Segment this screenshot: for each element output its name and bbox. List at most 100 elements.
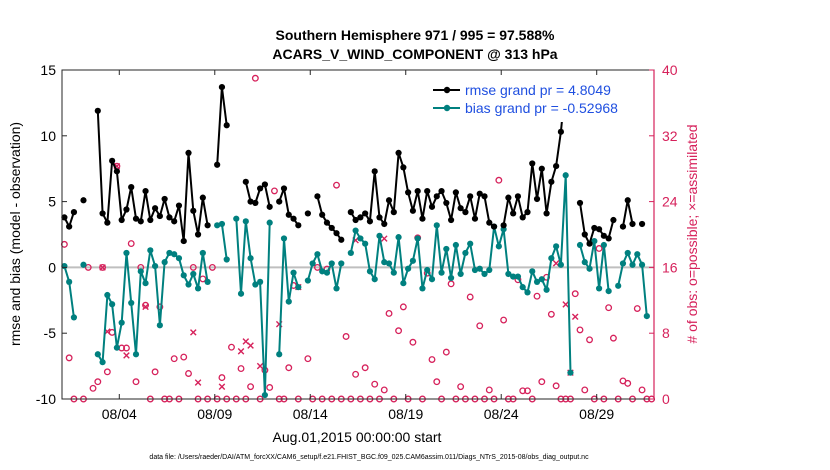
bias-point — [171, 251, 178, 258]
rmse-point — [261, 181, 269, 188]
obs-possible-marker — [304, 355, 312, 363]
rmse-point — [161, 195, 168, 203]
obs-possible-marker — [218, 374, 226, 382]
y-tick-label-left: -5 — [44, 325, 57, 341]
obs-possible-marker — [485, 386, 493, 394]
obs-possible-marker — [428, 356, 436, 363]
bias-point — [113, 344, 121, 351]
obs-possible-marker — [228, 343, 235, 351]
bias-point — [457, 270, 464, 278]
rmse-point — [595, 226, 603, 233]
bias-point — [223, 256, 230, 263]
bias-point — [185, 281, 192, 288]
obs-possible-marker — [99, 263, 107, 271]
x-tick-label: 08/29 — [579, 406, 614, 422]
bias-point — [562, 172, 569, 179]
legend-rmse-marker — [443, 86, 451, 94]
rmse-point — [462, 209, 469, 216]
rmse-point — [538, 165, 545, 172]
obs-possible-marker — [457, 383, 465, 391]
legend: rmse grand pr = 4.8049 bias grand pr = -… — [428, 76, 649, 122]
rmse-point — [405, 189, 412, 196]
obs-assimilated-stroke — [571, 313, 579, 321]
obs-possible-marker — [285, 364, 293, 372]
rmse-point — [390, 209, 397, 216]
bias-point — [290, 269, 297, 276]
bias-point — [333, 285, 340, 292]
bias-point — [323, 269, 331, 276]
rmse-point — [533, 195, 541, 203]
rmse-point — [242, 178, 249, 185]
bias-point — [476, 265, 483, 272]
obs-assimilated-marker — [571, 313, 579, 321]
rmse-point — [223, 122, 230, 129]
rmse-point — [314, 193, 321, 200]
bias-point — [629, 261, 636, 268]
rmse-point — [99, 210, 106, 217]
rmse-point — [185, 149, 192, 157]
rmse-point — [638, 220, 646, 228]
obs-assimilated-marker — [194, 379, 202, 386]
obs-possible-marker — [271, 187, 278, 195]
obs-possible-marker — [495, 176, 503, 184]
obs-assimilated-stroke — [194, 379, 202, 386]
obs-possible-marker — [433, 378, 441, 386]
rmse-point — [395, 149, 402, 157]
bias-point — [643, 312, 650, 320]
obs-possible-marker — [266, 384, 274, 391]
rmse-point — [276, 198, 283, 205]
rmse-point — [471, 215, 479, 222]
bias-point — [338, 260, 345, 267]
bias-point — [304, 277, 311, 284]
rmse-point — [156, 212, 163, 220]
bias-point — [481, 270, 488, 278]
bias-point — [104, 291, 111, 299]
bias-point — [619, 260, 627, 267]
rmse-point — [328, 224, 335, 232]
bias-point — [180, 272, 187, 279]
rmse-point — [433, 193, 440, 200]
obs-assimilated-marker — [218, 383, 226, 390]
bias-point — [194, 285, 202, 292]
rmse-point — [109, 157, 116, 164]
bias-point — [309, 260, 316, 267]
obs-possible-marker — [552, 382, 560, 390]
bias-point — [214, 222, 221, 229]
bias-point — [438, 269, 445, 276]
obs-possible-marker — [185, 370, 192, 377]
obs-assimilated-stroke — [99, 264, 106, 271]
bias-point — [624, 249, 631, 257]
obs-possible-marker — [409, 338, 417, 346]
obs-possible-marker — [380, 386, 388, 394]
bias-point — [161, 259, 168, 266]
bias-point — [109, 301, 116, 308]
bias-point — [447, 274, 455, 282]
obs-possible-marker — [576, 326, 584, 334]
rmse-point — [113, 168, 121, 175]
rmse-point — [142, 187, 149, 195]
rmse-point — [194, 231, 202, 238]
obs-possible-marker — [633, 305, 641, 312]
bias-point — [495, 243, 502, 250]
bias-point — [424, 266, 431, 274]
rmse-point — [586, 240, 593, 247]
rmse-point — [610, 216, 617, 224]
obs-assimilated-stroke — [142, 303, 149, 311]
bias-line — [235, 218, 271, 397]
obs-possible-marker — [170, 355, 178, 363]
rmse-point — [600, 232, 607, 239]
rmse-point — [605, 235, 612, 242]
obs-possible-marker — [624, 379, 632, 387]
x-axis-label: Aug.01,2015 00:00:00 start — [273, 429, 442, 445]
bias-point — [151, 262, 159, 270]
bias-point — [257, 278, 264, 285]
rmse-point — [514, 193, 522, 200]
rmse-point — [481, 193, 488, 200]
rmse-point — [214, 161, 221, 168]
obs-possible-marker — [352, 370, 360, 378]
rmse-point — [323, 219, 331, 226]
obs-assimilated-stroke — [242, 338, 250, 345]
bias-point — [510, 273, 517, 280]
rmse-point — [510, 210, 517, 217]
rmse-point — [333, 230, 340, 237]
